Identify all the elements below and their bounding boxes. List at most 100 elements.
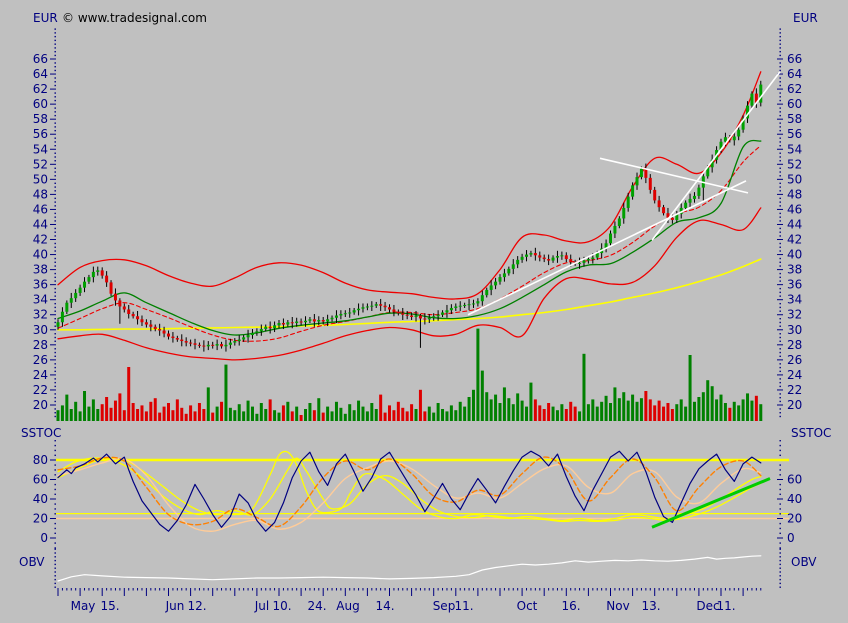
- volume-bar: [144, 411, 148, 421]
- candle-body: [131, 313, 135, 317]
- obv-line: [57, 555, 762, 582]
- candle-body: [644, 168, 648, 178]
- price-axis-minor-dot-left: [54, 66, 56, 68]
- price-tick-label-left: 20: [33, 398, 48, 412]
- volume-bar: [432, 412, 436, 421]
- candle-body: [657, 200, 661, 208]
- volume-bar: [520, 400, 524, 421]
- price-tick-label-right: 36: [787, 278, 802, 292]
- sstoc-tick-label-right: 0: [787, 531, 795, 545]
- price-axis-minor-dot-left: [54, 366, 56, 369]
- volume-bar: [211, 412, 215, 421]
- price-axis-minor-dot-left: [54, 242, 56, 245]
- volume-bar: [706, 380, 710, 421]
- obv-minor-dot-left: [54, 548, 56, 550]
- candle-body: [555, 256, 559, 258]
- sstoc-stoch_fast_k-line: [57, 450, 762, 532]
- x-axis-label: 24.: [307, 599, 326, 613]
- candle-body: [675, 213, 679, 220]
- candle-body: [96, 270, 100, 272]
- price-axis-minor-dot-left: [54, 250, 56, 252]
- price-axis-minor-dot-right: [779, 175, 781, 177]
- price-axis-minor-dot-right: [779, 351, 781, 354]
- volume-bar: [525, 406, 529, 421]
- price-axis-minor-dot-left: [54, 54, 56, 57]
- candle-body: [290, 322, 294, 324]
- volume-bar: [560, 404, 564, 421]
- volume-bar: [171, 410, 175, 421]
- price-tick-label-right: 46: [787, 202, 802, 216]
- volume-bar: [220, 401, 224, 421]
- volume-bar: [180, 407, 184, 421]
- price-axis-minor-dot-right: [779, 107, 781, 109]
- volume-bar: [78, 411, 82, 421]
- volume-bar: [189, 405, 193, 421]
- volume-bar: [330, 411, 334, 421]
- candle-body: [197, 344, 201, 346]
- sstoc-minor-dot-right: [779, 508, 781, 510]
- x-axis-label: 14.: [375, 599, 394, 613]
- candle-body: [520, 256, 524, 260]
- volume-bar: [759, 404, 763, 421]
- volume-bar: [626, 400, 630, 421]
- candle-body: [684, 202, 688, 208]
- price-axis-minor-dot-right: [779, 205, 781, 207]
- candle-body: [414, 315, 418, 317]
- price-axis-minor-dot-right: [779, 415, 781, 418]
- price-tick-label-right: 48: [787, 187, 802, 201]
- volume-bar: [741, 399, 745, 421]
- price-axis-minor-dot-left: [54, 257, 56, 260]
- sstoc-trendline-green: [651, 477, 771, 529]
- sstoc-label-left: SSTOC: [21, 426, 61, 440]
- candle-body: [220, 344, 224, 347]
- volume-bar: [639, 398, 643, 421]
- price-axis-minor-dot-left: [54, 107, 56, 109]
- price-axis-minor-dot-right: [779, 66, 781, 68]
- candle-body: [343, 313, 347, 315]
- price-axis-minor-dot-right: [779, 114, 781, 117]
- price-tick-label-left: 54: [33, 142, 48, 156]
- price-tick-label-right: 24: [787, 368, 802, 382]
- volume-bar: [582, 353, 586, 421]
- price-tick-label-right: 38: [787, 263, 802, 277]
- price-axis-minor-dot-left: [54, 137, 56, 139]
- price-axis-minor-dot-right: [779, 302, 781, 305]
- candle-body: [60, 311, 64, 323]
- price-axis-minor-dot-left: [54, 190, 56, 192]
- volume-bar: [304, 409, 308, 421]
- price-axis-minor-dot-left: [54, 381, 56, 384]
- volume-bar: [317, 398, 321, 421]
- volume-bar: [445, 411, 449, 421]
- sstoc-stoch_d-line: [57, 456, 762, 528]
- volume-bar: [388, 405, 391, 421]
- candle-body: [118, 300, 122, 307]
- price-axis-minor-dot-left: [54, 69, 56, 72]
- price-tick-label-left: 22: [33, 383, 48, 397]
- candle-body: [326, 319, 330, 322]
- price-tick-label-right: 42: [787, 233, 802, 247]
- candle-body: [507, 268, 511, 274]
- price-axis-minor-dot-left: [54, 265, 56, 267]
- obv-label-right: OBV: [791, 555, 817, 569]
- price-axis-minor-dot-left: [54, 122, 56, 124]
- volume-bar: [242, 411, 246, 421]
- price-axis-minor-dot-right: [779, 126, 781, 128]
- candle-body: [427, 317, 431, 320]
- candle-body: [418, 315, 422, 319]
- volume-bar: [719, 394, 723, 421]
- price-axis-minor-dot-left: [54, 111, 56, 113]
- candle-body: [330, 317, 334, 320]
- volume-bar: [334, 401, 338, 421]
- price-axis-minor-dot-right: [779, 306, 781, 309]
- sstoc-minor-dot-left: [54, 508, 56, 510]
- candle-body: [242, 337, 246, 340]
- volume-bar: [715, 399, 719, 421]
- candle-body: [692, 195, 696, 199]
- candle-body: [348, 312, 352, 314]
- volume-bar: [167, 403, 170, 421]
- candle-body: [737, 129, 741, 137]
- volume-bar: [692, 401, 696, 421]
- price-axis-minor-dot-left: [54, 152, 56, 154]
